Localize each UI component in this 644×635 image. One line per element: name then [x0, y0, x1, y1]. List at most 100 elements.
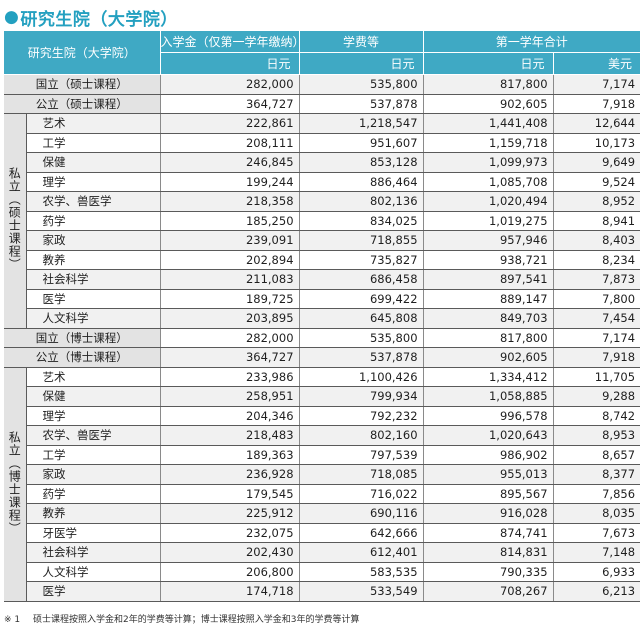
footnote-text: 硕士课程按照入学金和2年的学费等计算；博士课程按照入学金和3年的学费等计算: [33, 615, 360, 625]
header-first-year-total: 第一学年合计: [422, 31, 641, 53]
table-cell-value: 233,986: [159, 367, 300, 387]
table-cell-value: 8,742: [552, 406, 641, 426]
table-cell-value: 10,173: [552, 133, 641, 153]
table-row: 理学 204,346 792,232 996,578 8,742: [4, 406, 641, 426]
table-cell-value: 6,933: [552, 562, 641, 582]
group-label: 私立（硕士课程）: [4, 113, 26, 329]
table-cell-value: 12,644: [552, 113, 641, 134]
table-row: 理学 199,244 886,464 1,085,708 9,524: [4, 172, 641, 192]
table-cell-value: 282,000: [159, 328, 300, 348]
table-cell-value: 708,267: [422, 581, 554, 602]
table-cell-value: 1,441,408: [422, 113, 554, 134]
table-cell-value: 1,085,708: [422, 172, 554, 192]
table-row: 药学 179,545 716,022 895,567 7,856: [4, 484, 641, 504]
page-title: ● 研究生院（大学院）: [4, 6, 178, 30]
table-cell-value: 7,856: [552, 484, 641, 504]
table-cell-value: 583,535: [298, 562, 424, 582]
table-cell-value: 206,800: [159, 562, 300, 582]
table-cell-value: 8,403: [552, 230, 641, 251]
table-cell-value: 802,136: [298, 191, 424, 212]
table-cell-value: 9,524: [552, 172, 641, 192]
row-label: 国立（博士课程）: [4, 328, 161, 348]
table-cell-value: 8,941: [552, 211, 641, 231]
group-label-text: 私立（硕士课程）: [7, 167, 22, 272]
row-label: 保健: [25, 386, 161, 407]
table-cell-value: 897,541: [422, 269, 554, 290]
table-cell-value: 690,116: [298, 503, 424, 524]
table-cell-value: 7,873: [552, 269, 641, 290]
table-row: 工学 208,111 951,607 1,159,718 10,173: [4, 133, 641, 153]
table-row: 家政 236,928 718,085 955,013 8,377: [4, 464, 641, 485]
table-cell-value: 886,464: [298, 172, 424, 192]
table-cell-value: 246,845: [159, 152, 300, 173]
table-cell-value: 1,218,547: [298, 113, 424, 134]
table-cell-value: 686,458: [298, 269, 424, 290]
table-cell-value: 718,855: [298, 230, 424, 251]
table-row: 人文科学 206,800 583,535 790,335 6,933: [4, 562, 641, 582]
unit-label: 日元: [159, 52, 300, 75]
table-row: 私立（博士课程） 艺术 233,986 1,100,426 1,334,412 11,70…: [4, 367, 641, 602]
table-cell-value: 814,831: [422, 542, 554, 563]
table-cell-value: 208,111: [159, 133, 300, 153]
row-label: 农学、兽医学: [25, 191, 161, 212]
row-label: 医学: [25, 581, 161, 602]
table-cell-value: 895,567: [422, 484, 554, 504]
table-cell-value: 1,020,643: [422, 425, 554, 446]
table-row: 家政 239,091 718,855 957,946 8,403: [4, 230, 641, 251]
row-label: 医学: [25, 289, 161, 309]
table-cell-value: 7,918: [552, 94, 641, 114]
row-label: 家政: [25, 230, 161, 251]
table-row: 公立（博士课程） 364,727 537,878 902,605 7,918: [4, 347, 641, 368]
table-cell-value: 189,725: [159, 289, 300, 309]
row-label: 工学: [25, 133, 161, 153]
row-label: 人文科学: [25, 308, 161, 329]
table-cell-value: 225,912: [159, 503, 300, 524]
table-cell-value: 282,000: [159, 74, 300, 95]
table-cell-value: 955,013: [422, 464, 554, 485]
header-corner: 研究生院（大学院）: [4, 31, 161, 75]
row-label: 理学: [25, 406, 161, 426]
table-cell-value: 11,705: [552, 367, 641, 387]
table-cell-value: 716,022: [298, 484, 424, 504]
table-cell-value: 7,174: [552, 74, 641, 95]
row-label: 公立（博士课程）: [4, 347, 161, 368]
table-cell-value: 258,951: [159, 386, 300, 407]
table-cell-value: 202,430: [159, 542, 300, 563]
table-cell-value: 7,174: [552, 328, 641, 348]
page-title-text: 研究生院（大学院）: [20, 9, 178, 30]
table-cell-value: 1,159,718: [422, 133, 554, 153]
table-cell-value: 8,234: [552, 250, 641, 270]
table-cell-value: 735,827: [298, 250, 424, 270]
row-label: 教养: [25, 250, 161, 270]
group-label: 私立（博士课程）: [4, 367, 26, 602]
row-label: 药学: [25, 211, 161, 231]
row-label: 农学、兽医学: [25, 425, 161, 446]
row-label: 牙医学: [25, 523, 161, 543]
table-cell-value: 199,244: [159, 172, 300, 192]
table-cell-value: 8,377: [552, 464, 641, 485]
table-cell-value: 612,401: [298, 542, 424, 563]
footnote-mark: ※ 1: [4, 615, 21, 625]
table-header: 研究生院（大学院） 入学金（仅第一学年缴纳） 学费等 第一学年合计 日元 日元 …: [4, 31, 641, 75]
table-cell-value: 236,928: [159, 464, 300, 485]
table-cell-value: 537,878: [298, 347, 424, 368]
row-label: 教养: [25, 503, 161, 524]
unit-label: 日元: [422, 52, 554, 75]
unit-label: 日元: [298, 52, 424, 75]
table-cell-value: 834,025: [298, 211, 424, 231]
table-cell-value: 792,232: [298, 406, 424, 426]
table-cell-value: 986,902: [422, 445, 554, 465]
table-cell-value: 938,721: [422, 250, 554, 270]
table-cell-value: 174,718: [159, 581, 300, 602]
header-tuition: 学费等: [298, 31, 424, 53]
row-label: 公立（硕士课程）: [4, 94, 161, 114]
row-label: 药学: [25, 484, 161, 504]
table-row: 医学 189,725 699,422 889,147 7,800: [4, 289, 641, 309]
table-cell-value: 8,952: [552, 191, 641, 212]
table-cell-value: 537,878: [298, 94, 424, 114]
table-cell-value: 874,741: [422, 523, 554, 543]
table-cell-value: 533,549: [298, 581, 424, 602]
tuition-table: 研究生院（大学院） 入学金（仅第一学年缴纳） 学费等 第一学年合计 日元 日元 …: [4, 31, 641, 602]
table-cell-value: 642,666: [298, 523, 424, 543]
row-label: 保健: [25, 152, 161, 173]
